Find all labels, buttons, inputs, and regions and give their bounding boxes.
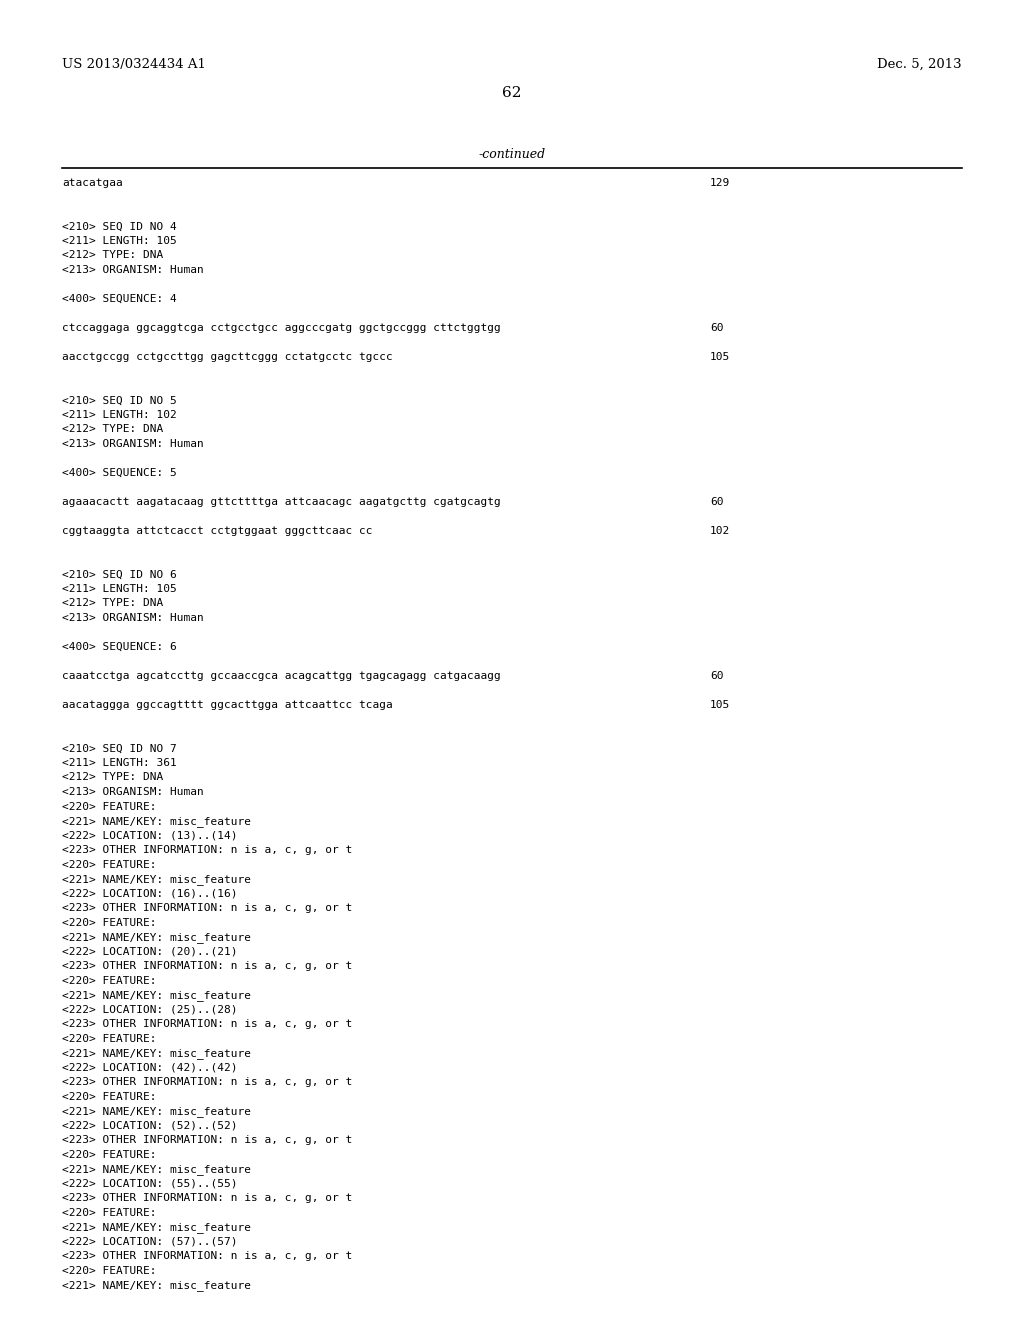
Text: <212> TYPE: DNA: <212> TYPE: DNA — [62, 425, 163, 434]
Text: Dec. 5, 2013: Dec. 5, 2013 — [878, 58, 962, 71]
Text: <400> SEQUENCE: 6: <400> SEQUENCE: 6 — [62, 642, 177, 652]
Text: <210> SEQ ID NO 6: <210> SEQ ID NO 6 — [62, 569, 177, 579]
Text: <223> OTHER INFORMATION: n is a, c, g, or t: <223> OTHER INFORMATION: n is a, c, g, o… — [62, 1135, 352, 1144]
Text: <222> LOCATION: (20)..(21): <222> LOCATION: (20)..(21) — [62, 946, 238, 957]
Text: <223> OTHER INFORMATION: n is a, c, g, or t: <223> OTHER INFORMATION: n is a, c, g, o… — [62, 1251, 352, 1261]
Text: <210> SEQ ID NO 7: <210> SEQ ID NO 7 — [62, 743, 177, 754]
Text: <212> TYPE: DNA: <212> TYPE: DNA — [62, 251, 163, 260]
Text: <221> NAME/KEY: misc_feature: <221> NAME/KEY: misc_feature — [62, 1048, 251, 1059]
Text: <211> LENGTH: 102: <211> LENGTH: 102 — [62, 411, 177, 420]
Text: <222> LOCATION: (13)..(14): <222> LOCATION: (13)..(14) — [62, 830, 238, 841]
Text: <210> SEQ ID NO 4: <210> SEQ ID NO 4 — [62, 222, 177, 231]
Text: <223> OTHER INFORMATION: n is a, c, g, or t: <223> OTHER INFORMATION: n is a, c, g, o… — [62, 961, 352, 972]
Text: 60: 60 — [710, 498, 724, 507]
Text: <213> ORGANISM: Human: <213> ORGANISM: Human — [62, 612, 204, 623]
Text: atacatgaa: atacatgaa — [62, 178, 123, 187]
Text: <220> FEATURE:: <220> FEATURE: — [62, 1208, 157, 1217]
Text: <220> FEATURE:: <220> FEATURE: — [62, 975, 157, 986]
Text: <211> LENGTH: 105: <211> LENGTH: 105 — [62, 583, 177, 594]
Text: caaatcctga agcatccttg gccaaccgca acagcattgg tgagcagagg catgacaagg: caaatcctga agcatccttg gccaaccgca acagcat… — [62, 671, 501, 681]
Text: 105: 105 — [710, 352, 730, 362]
Text: <213> ORGANISM: Human: <213> ORGANISM: Human — [62, 265, 204, 275]
Text: <221> NAME/KEY: misc_feature: <221> NAME/KEY: misc_feature — [62, 1280, 251, 1291]
Text: 102: 102 — [710, 525, 730, 536]
Text: 129: 129 — [710, 178, 730, 187]
Text: <222> LOCATION: (55)..(55): <222> LOCATION: (55)..(55) — [62, 1179, 238, 1188]
Text: <213> ORGANISM: Human: <213> ORGANISM: Human — [62, 787, 204, 797]
Text: 60: 60 — [710, 671, 724, 681]
Text: <222> LOCATION: (25)..(28): <222> LOCATION: (25)..(28) — [62, 1005, 238, 1015]
Text: <221> NAME/KEY: misc_feature: <221> NAME/KEY: misc_feature — [62, 1164, 251, 1175]
Text: <210> SEQ ID NO 5: <210> SEQ ID NO 5 — [62, 396, 177, 405]
Text: <223> OTHER INFORMATION: n is a, c, g, or t: <223> OTHER INFORMATION: n is a, c, g, o… — [62, 1019, 352, 1030]
Text: <222> LOCATION: (16)..(16): <222> LOCATION: (16)..(16) — [62, 888, 238, 899]
Text: <220> FEATURE:: <220> FEATURE: — [62, 917, 157, 928]
Text: <213> ORGANISM: Human: <213> ORGANISM: Human — [62, 440, 204, 449]
Text: <212> TYPE: DNA: <212> TYPE: DNA — [62, 598, 163, 609]
Text: <400> SEQUENCE: 5: <400> SEQUENCE: 5 — [62, 469, 177, 478]
Text: aacctgccgg cctgccttgg gagcttcggg cctatgcctc tgccc: aacctgccgg cctgccttgg gagcttcggg cctatgc… — [62, 352, 393, 362]
Text: <222> LOCATION: (42)..(42): <222> LOCATION: (42)..(42) — [62, 1063, 238, 1072]
Text: 105: 105 — [710, 700, 730, 710]
Text: agaaacactt aagatacaag gttcttttga attcaacagc aagatgcttg cgatgcagtg: agaaacactt aagatacaag gttcttttga attcaac… — [62, 498, 501, 507]
Text: <212> TYPE: DNA: <212> TYPE: DNA — [62, 772, 163, 783]
Text: US 2013/0324434 A1: US 2013/0324434 A1 — [62, 58, 206, 71]
Text: aacataggga ggccagtttt ggcacttgga attcaattcc tcaga: aacataggga ggccagtttt ggcacttgga attcaat… — [62, 700, 393, 710]
Text: <221> NAME/KEY: misc_feature: <221> NAME/KEY: misc_feature — [62, 1222, 251, 1233]
Text: <223> OTHER INFORMATION: n is a, c, g, or t: <223> OTHER INFORMATION: n is a, c, g, o… — [62, 1077, 352, 1086]
Text: <211> LENGTH: 105: <211> LENGTH: 105 — [62, 236, 177, 246]
Text: <400> SEQUENCE: 4: <400> SEQUENCE: 4 — [62, 294, 177, 304]
Text: <222> LOCATION: (52)..(52): <222> LOCATION: (52)..(52) — [62, 1121, 238, 1130]
Text: <220> FEATURE:: <220> FEATURE: — [62, 1034, 157, 1044]
Text: 62: 62 — [502, 86, 522, 100]
Text: <220> FEATURE:: <220> FEATURE: — [62, 801, 157, 812]
Text: <222> LOCATION: (57)..(57): <222> LOCATION: (57)..(57) — [62, 1237, 238, 1246]
Text: <221> NAME/KEY: misc_feature: <221> NAME/KEY: misc_feature — [62, 874, 251, 884]
Text: <221> NAME/KEY: misc_feature: <221> NAME/KEY: misc_feature — [62, 1106, 251, 1117]
Text: ctccaggaga ggcaggtcga cctgcctgcc aggcccgatg ggctgccggg cttctggtgg: ctccaggaga ggcaggtcga cctgcctgcc aggcccg… — [62, 323, 501, 333]
Text: 60: 60 — [710, 323, 724, 333]
Text: <223> OTHER INFORMATION: n is a, c, g, or t: <223> OTHER INFORMATION: n is a, c, g, o… — [62, 845, 352, 855]
Text: <223> OTHER INFORMATION: n is a, c, g, or t: <223> OTHER INFORMATION: n is a, c, g, o… — [62, 903, 352, 913]
Text: <220> FEATURE:: <220> FEATURE: — [62, 1266, 157, 1275]
Text: <221> NAME/KEY: misc_feature: <221> NAME/KEY: misc_feature — [62, 932, 251, 942]
Text: <223> OTHER INFORMATION: n is a, c, g, or t: <223> OTHER INFORMATION: n is a, c, g, o… — [62, 1193, 352, 1203]
Text: <220> FEATURE:: <220> FEATURE: — [62, 1092, 157, 1101]
Text: <220> FEATURE:: <220> FEATURE: — [62, 859, 157, 870]
Text: <211> LENGTH: 361: <211> LENGTH: 361 — [62, 758, 177, 768]
Text: cggtaaggta attctcacct cctgtggaat gggcttcaac cc: cggtaaggta attctcacct cctgtggaat gggcttc… — [62, 525, 373, 536]
Text: -continued: -continued — [478, 148, 546, 161]
Text: <221> NAME/KEY: misc_feature: <221> NAME/KEY: misc_feature — [62, 990, 251, 1001]
Text: <221> NAME/KEY: misc_feature: <221> NAME/KEY: misc_feature — [62, 816, 251, 826]
Text: <220> FEATURE:: <220> FEATURE: — [62, 1150, 157, 1159]
